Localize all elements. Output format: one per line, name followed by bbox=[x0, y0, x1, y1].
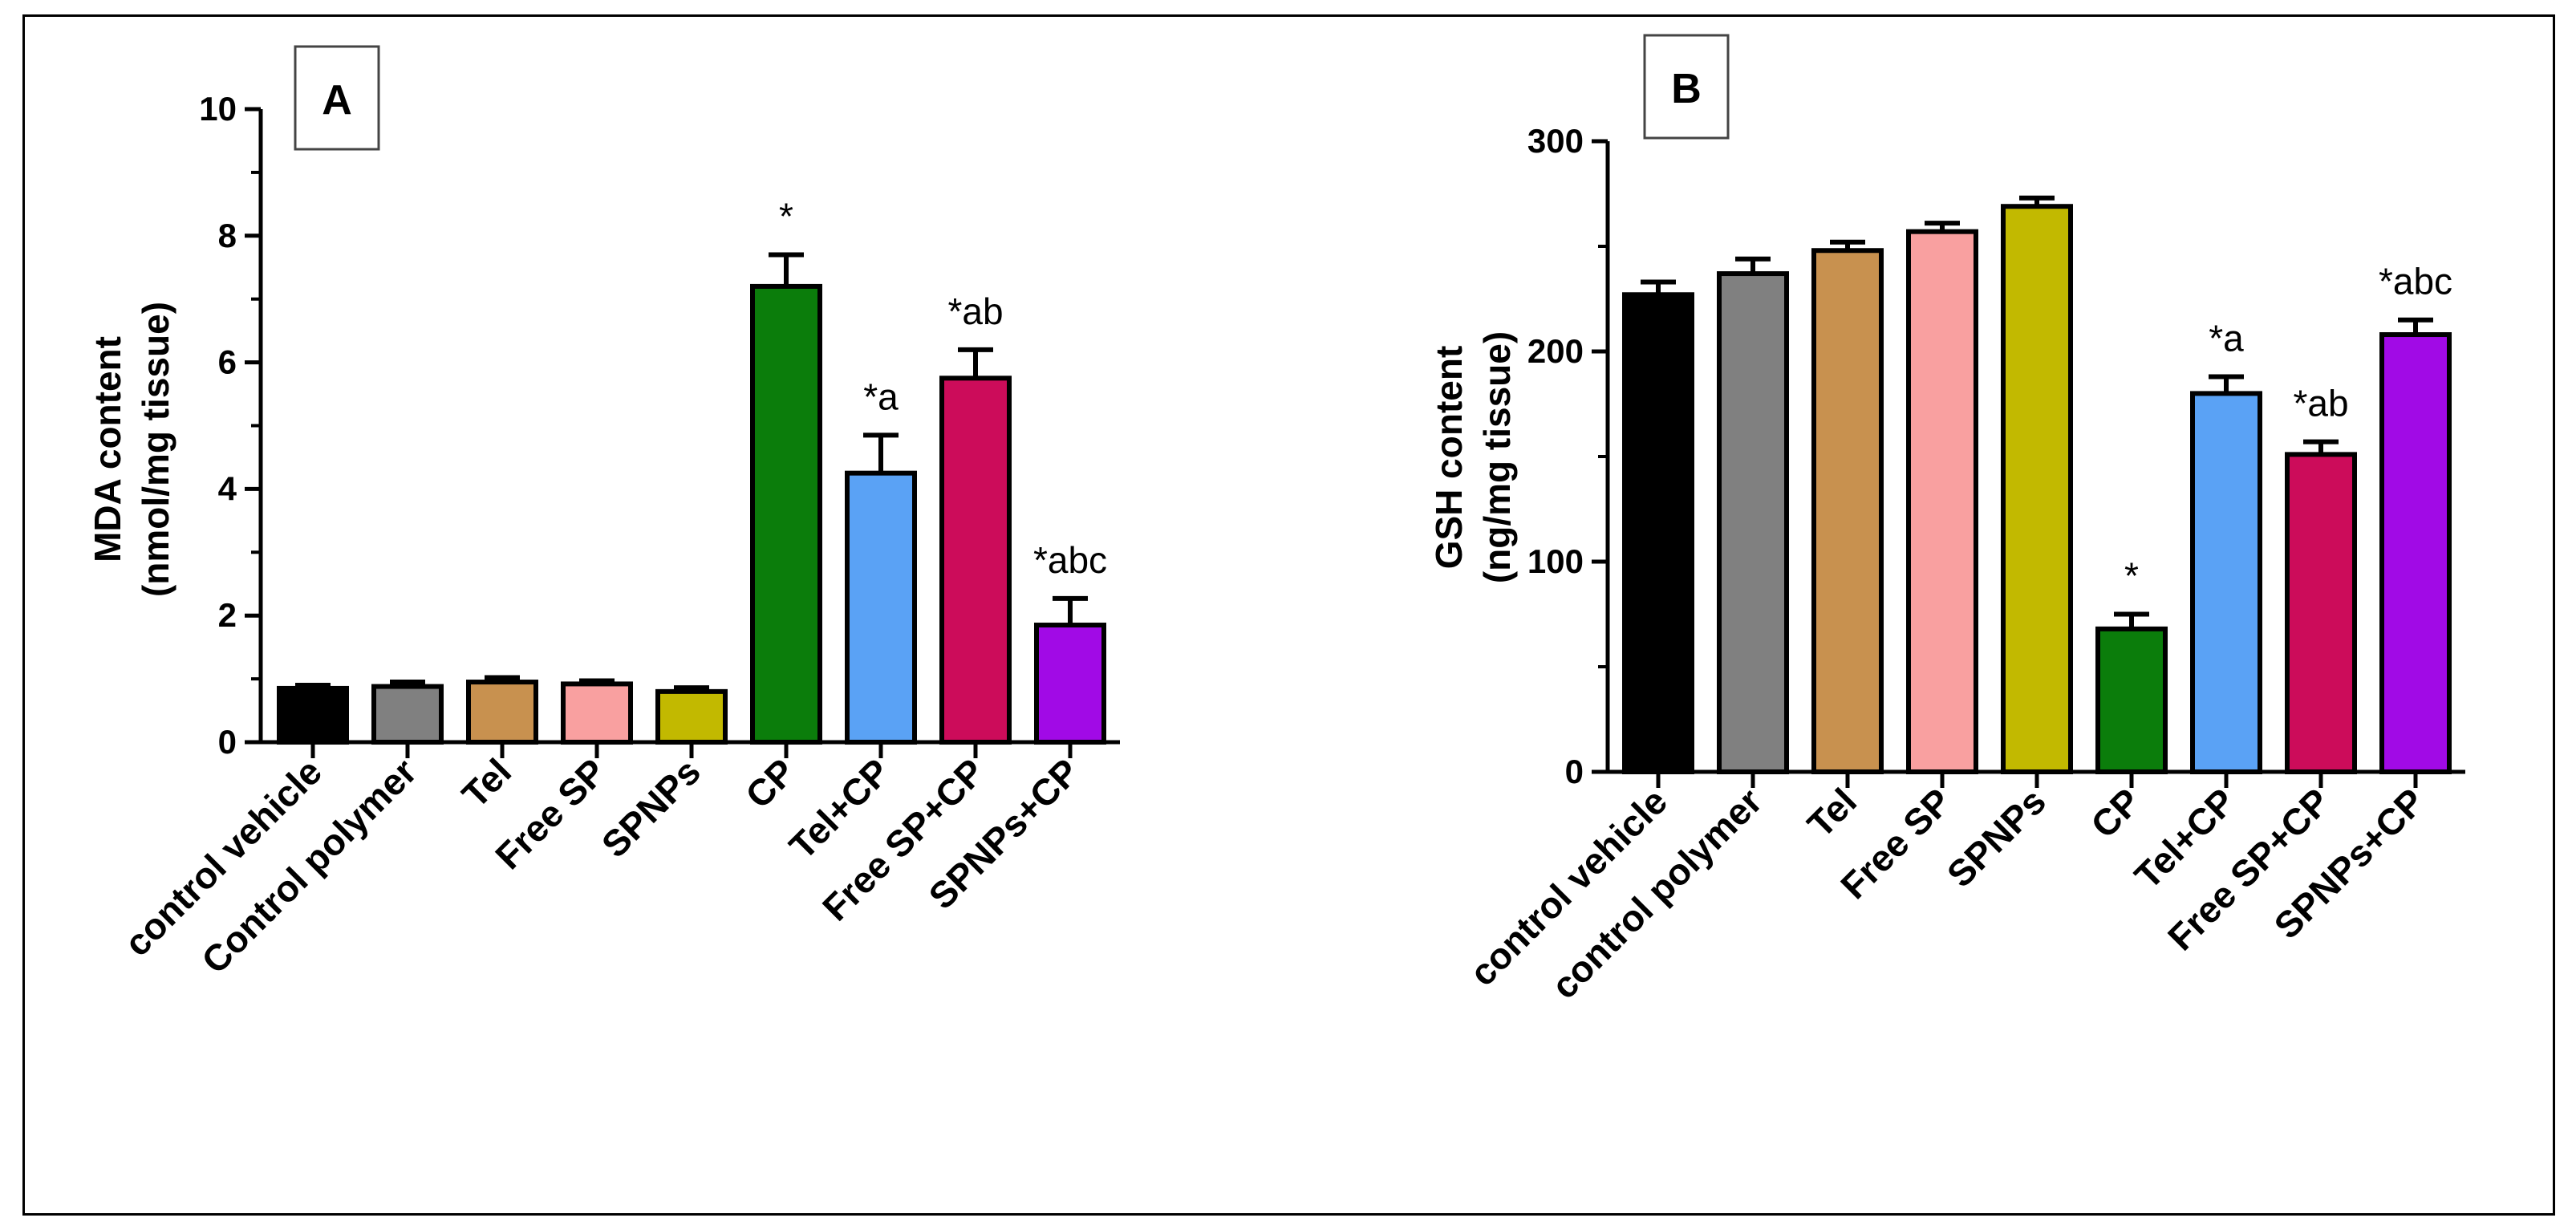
y-axis-title-line2: (nmol/mg tissue) bbox=[135, 302, 176, 597]
significance-label: *abc bbox=[1033, 539, 1107, 581]
bar bbox=[655, 688, 728, 745]
chart-panel-b: B GSH content (ng/mg tissue) 0100200300c… bbox=[1428, 34, 2465, 1007]
y-tick-label: 6 bbox=[218, 343, 237, 381]
panel-label-box bbox=[1643, 34, 1730, 140]
bar bbox=[2001, 204, 2073, 775]
bar bbox=[371, 684, 444, 745]
bar bbox=[2379, 332, 2452, 775]
y-axis-title-line1: GSH content bbox=[1428, 346, 1470, 570]
y-tick-label: 200 bbox=[1527, 332, 1584, 370]
y-tick-label: 4 bbox=[218, 469, 237, 507]
panel-label: B bbox=[1671, 66, 1702, 112]
y-axis-title-line1: MDA content bbox=[87, 336, 128, 562]
bar bbox=[1811, 248, 1884, 774]
category-label: CP bbox=[2083, 780, 2148, 846]
category-label: SPNPs bbox=[594, 750, 708, 865]
category-label: SPNPs bbox=[1939, 780, 2054, 895]
significance-label: *abc bbox=[2379, 261, 2452, 302]
bar bbox=[845, 470, 917, 745]
bar bbox=[750, 283, 822, 745]
bar bbox=[1717, 271, 1789, 774]
significance-label: *a bbox=[863, 375, 899, 417]
bar bbox=[2285, 452, 2357, 774]
y-tick-label: 2 bbox=[218, 596, 237, 634]
category-label: Tel bbox=[454, 750, 519, 815]
bar bbox=[466, 680, 538, 745]
y-tick-label: 8 bbox=[218, 217, 237, 254]
significance-label: *a bbox=[2209, 317, 2244, 359]
significance-label: * bbox=[779, 195, 793, 237]
bar bbox=[2095, 626, 2168, 775]
y-tick-label: 0 bbox=[1565, 753, 1584, 790]
panel-label: A bbox=[322, 77, 352, 124]
bar bbox=[277, 685, 349, 745]
y-tick-label: 10 bbox=[199, 90, 237, 128]
bar bbox=[1906, 229, 1978, 775]
bar bbox=[1622, 292, 1694, 774]
bar bbox=[2190, 391, 2262, 774]
y-tick-label: 300 bbox=[1527, 122, 1584, 160]
bar bbox=[1034, 623, 1106, 745]
significance-label: *ab bbox=[947, 290, 1003, 332]
significance-label: *ab bbox=[2293, 383, 2348, 424]
category-label: CP bbox=[737, 750, 803, 816]
category-label: Tel bbox=[1799, 780, 1864, 845]
chart-panel-a: A MDA content (nmol/mg tissue) 0246810co… bbox=[87, 45, 1120, 981]
y-tick-label: 0 bbox=[218, 723, 237, 761]
y-tick-label: 100 bbox=[1527, 542, 1584, 580]
significance-label: * bbox=[2124, 555, 2139, 597]
panel-label-box bbox=[294, 45, 380, 151]
y-axis-title-line2: (ng/mg tissue) bbox=[1476, 331, 1518, 583]
bar bbox=[561, 681, 633, 745]
bar bbox=[939, 375, 1012, 745]
